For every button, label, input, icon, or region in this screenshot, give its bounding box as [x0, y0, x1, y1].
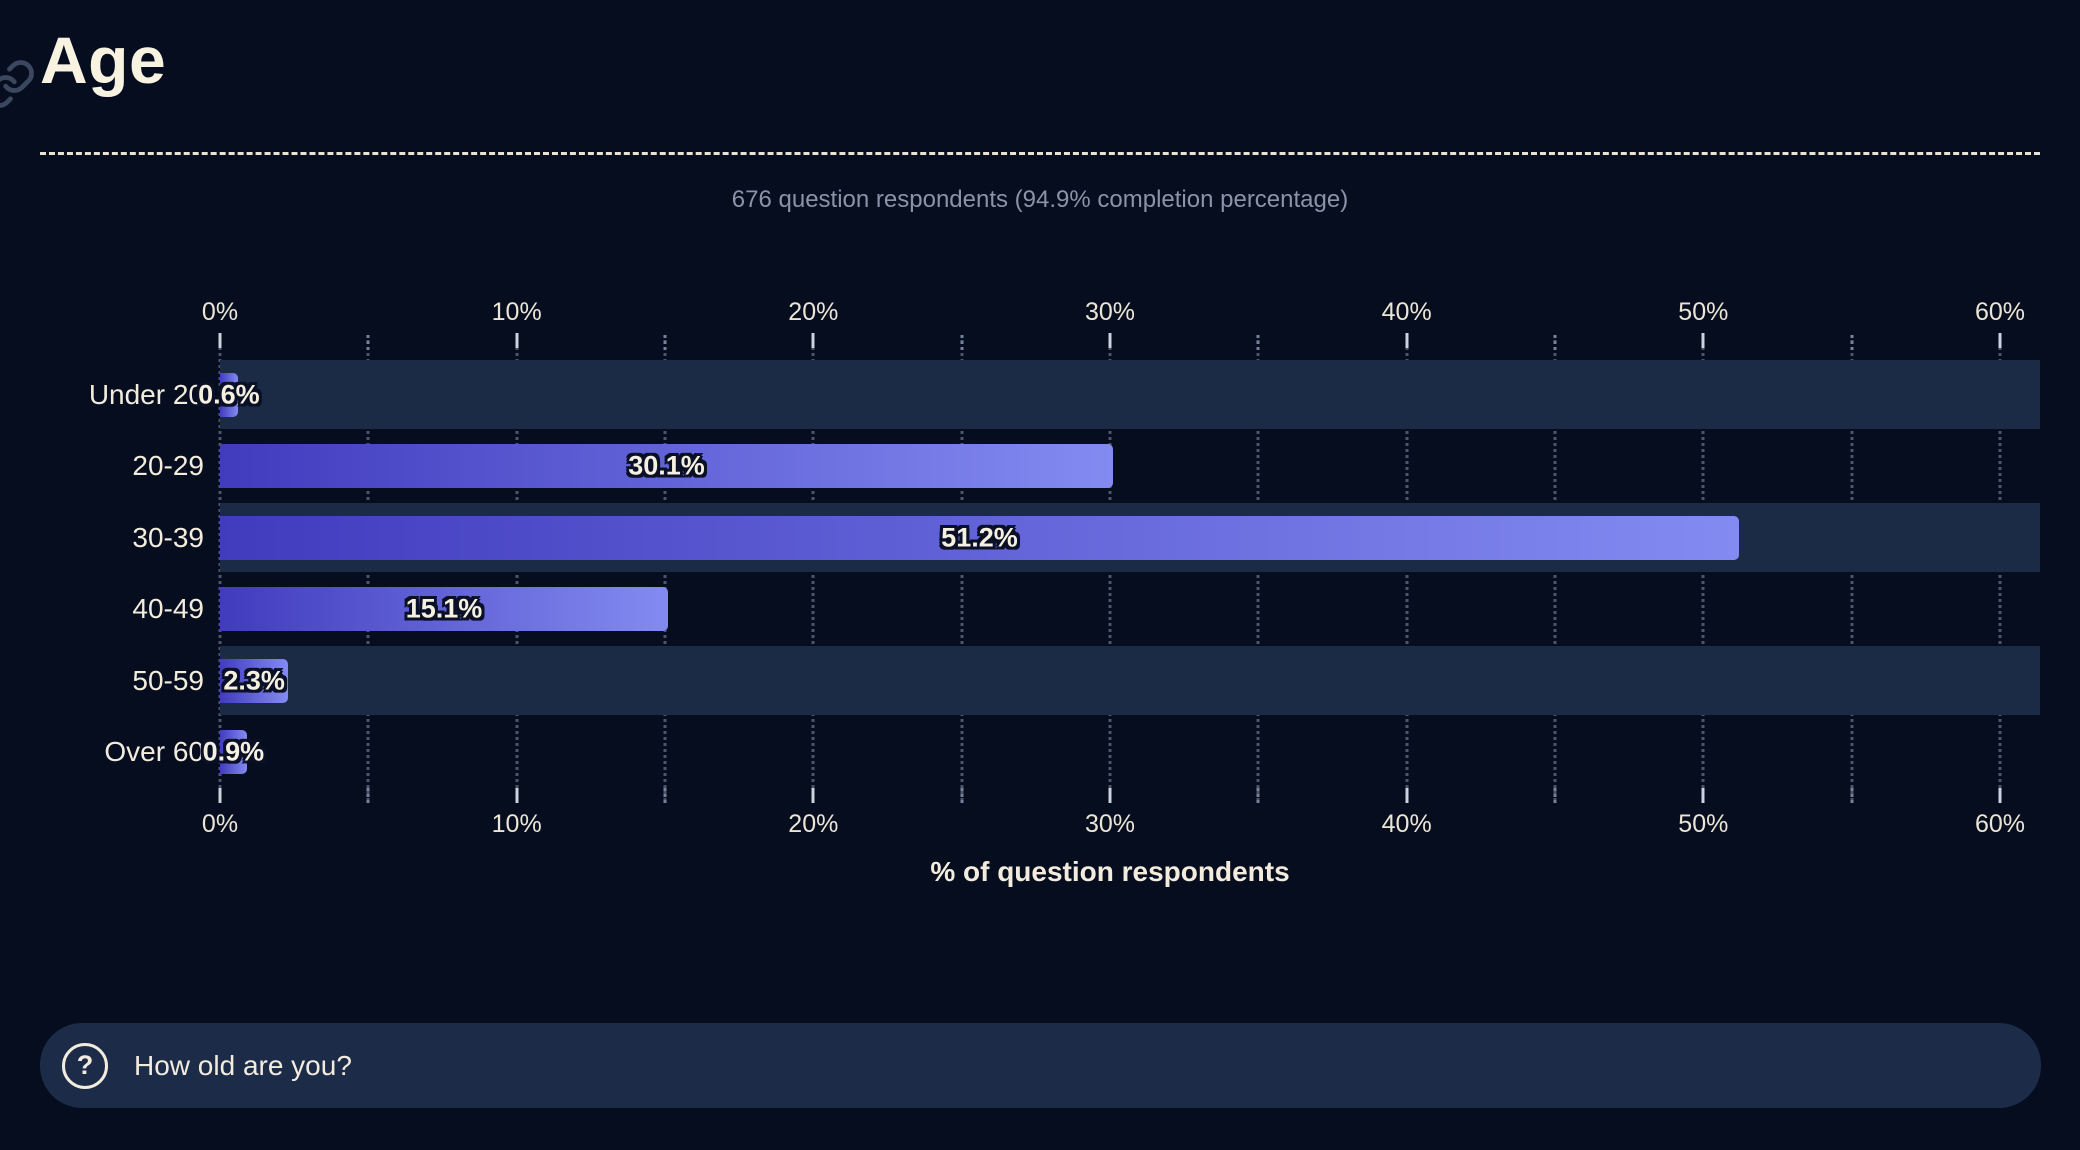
category-label-under-20: Under 20	[88, 378, 204, 410]
x-axis-bottom-tick	[1405, 788, 1409, 803]
category-label-over-60: Over 60	[104, 736, 204, 768]
category-label-50-59: 50-59	[132, 664, 204, 696]
value-label-50-59: 2.3%	[223, 665, 285, 696]
bar-40-49	[220, 587, 668, 632]
x-axis-top-tick	[1405, 333, 1409, 348]
question-bar[interactable]: ? How old are you?	[40, 1023, 2041, 1108]
x-axis-top-minor-tick	[960, 335, 964, 350]
x-axis-bottom-minor-tick	[960, 788, 964, 803]
bar-over-60	[220, 730, 247, 775]
x-axis-top-tick	[811, 333, 815, 348]
value-label-over-60: 0.9%	[202, 736, 265, 767]
category-label-40-49: 40-49	[132, 593, 204, 625]
x-axis-top-tick	[515, 333, 519, 348]
x-axis-top-minor-tick	[366, 335, 370, 350]
x-axis-bottom-minor-tick	[1850, 788, 1854, 803]
x-axis-bottom-tick	[1108, 788, 1112, 803]
value-label-40-49: 15.1%	[405, 593, 483, 624]
bar-30-39	[220, 515, 1739, 560]
x-axis-top-tick-label: 30%	[1084, 298, 1136, 326]
x-axis-top-tick-label: 20%	[788, 298, 839, 326]
bar-50-59	[220, 658, 289, 703]
question-mark-circle-icon: ?	[62, 1042, 108, 1089]
x-axis-top-tick-label: 60%	[1974, 298, 2026, 326]
x-axis-bottom-tick	[811, 788, 815, 803]
x-axis-bottom-tick	[1701, 788, 1705, 803]
x-axis-top-tick	[218, 333, 222, 348]
x-axis-top-tick-label: 40%	[1381, 298, 1432, 326]
x-axis-bottom-tick	[218, 788, 222, 803]
x-axis-bottom-minor-tick	[1256, 788, 1260, 803]
row-band-50-59	[220, 646, 2040, 715]
x-axis-top-tick	[1998, 333, 2002, 348]
link-icon[interactable]	[0, 58, 36, 110]
x-axis-bottom-tick-label: 30%	[1084, 810, 1136, 838]
question-text: How old are you?	[134, 1049, 352, 1081]
x-axis-top-tick-label: 10%	[491, 298, 542, 326]
row-band-under-20	[220, 360, 2040, 429]
value-label-20-29: 30.1%	[628, 450, 705, 481]
x-axis-bottom-minor-tick	[663, 788, 667, 803]
value-label-30-39: 51.2%	[941, 522, 1018, 553]
respondents-summary: 676 question respondents (94.9% completi…	[731, 186, 1349, 213]
x-axis-bottom-tick-label: 20%	[788, 810, 839, 838]
bar-20-29	[220, 444, 1113, 489]
x-axis-top-minor-tick	[663, 335, 667, 350]
x-axis-top-tick	[1701, 333, 1705, 348]
x-axis-bottom-tick	[515, 788, 519, 803]
x-axis-bottom-tick-label: 40%	[1381, 810, 1432, 838]
page-title: Age	[40, 23, 167, 97]
dashed-divider	[40, 152, 2040, 155]
x-axis-top-minor-tick	[1553, 335, 1557, 350]
x-axis-bottom-tick	[1998, 788, 2002, 803]
x-axis-bottom-minor-tick	[1553, 788, 1557, 803]
bar-under-20	[220, 372, 238, 417]
x-axis-bottom-tick-label: 50%	[1678, 810, 1729, 838]
x-axis-bottom-tick-label: 60%	[1974, 810, 2026, 838]
x-axis-top-tick-label: 0%	[201, 298, 239, 326]
x-axis-bottom-tick-label: 0%	[201, 810, 239, 838]
x-axis-top-minor-tick	[1850, 335, 1854, 350]
x-axis-top-tick-label: 50%	[1678, 298, 1729, 326]
x-axis-top-tick	[1108, 333, 1112, 348]
value-label-under-20: 0.6%	[198, 379, 260, 410]
category-label-20-29: 20-29	[132, 450, 204, 482]
category-label-30-39: 30-39	[132, 521, 204, 553]
x-axis-bottom-tick-label: 10%	[491, 810, 542, 838]
x-axis-title: % of question respondents	[930, 856, 1290, 887]
x-axis-bottom-minor-tick	[366, 788, 370, 803]
x-axis-top-minor-tick	[1256, 335, 1260, 350]
